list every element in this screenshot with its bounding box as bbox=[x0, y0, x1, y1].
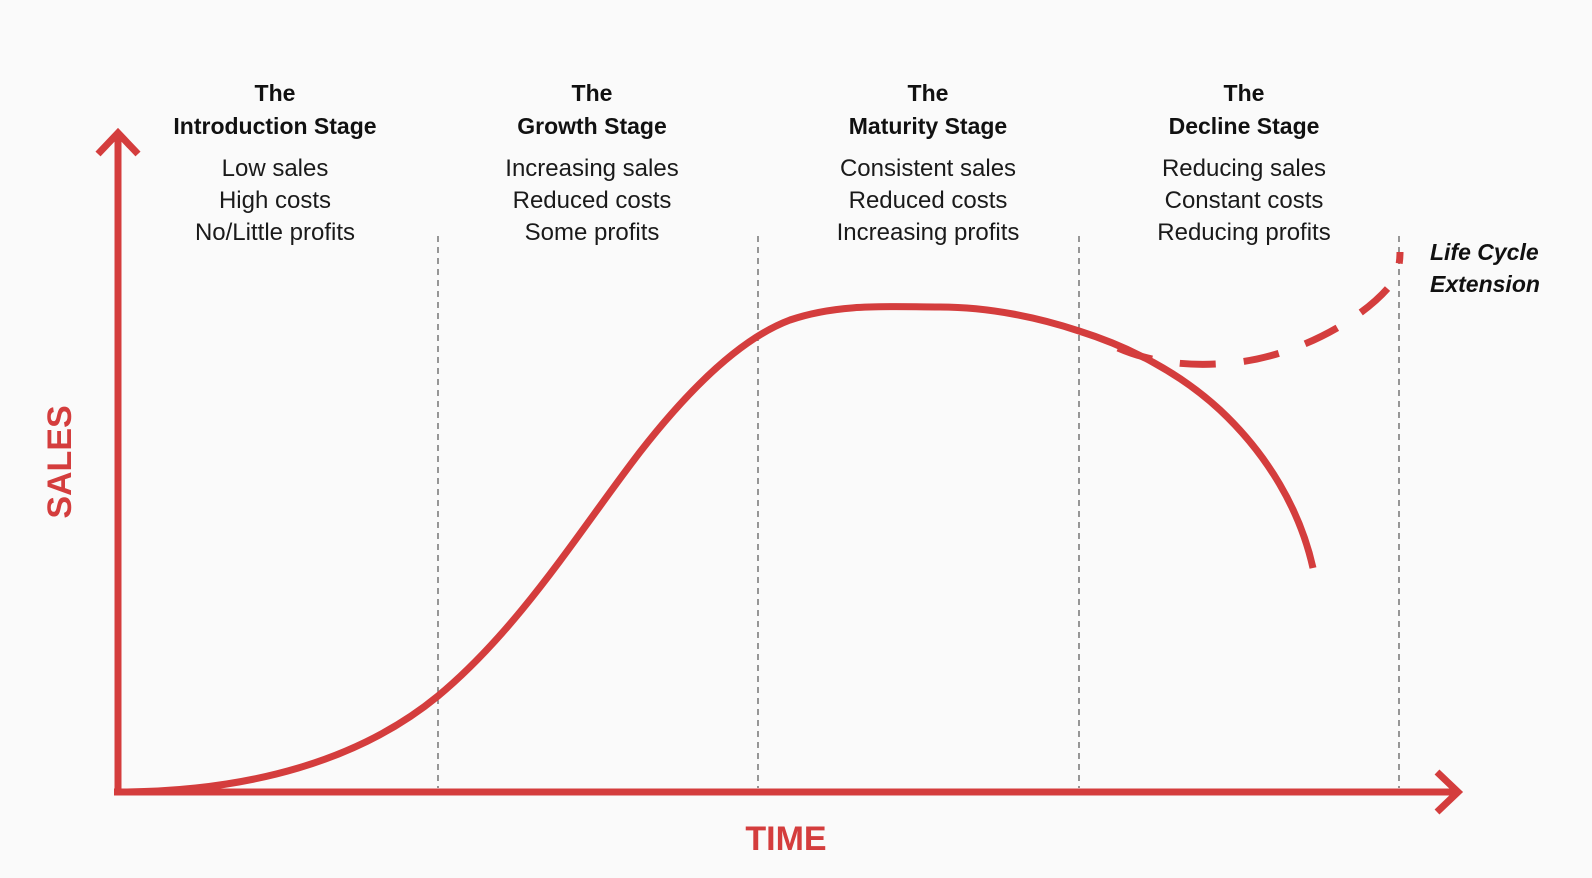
stage-title: Maturity Stage bbox=[849, 113, 1007, 139]
x-axis-arrowhead bbox=[1434, 769, 1464, 815]
stage-profits-text: Some profits bbox=[525, 219, 660, 246]
stage-introduction: The Introduction Stage Low sales High co… bbox=[173, 80, 376, 246]
stage-costs-text: Reduced costs bbox=[849, 187, 1008, 214]
stage-title-prefix: The bbox=[1224, 80, 1265, 106]
stage-profits-text: Increasing profits bbox=[837, 219, 1020, 246]
x-axis-label: TIME bbox=[745, 820, 826, 858]
stage-title-prefix: The bbox=[255, 80, 296, 106]
stage-decline: The Decline Stage Reducing sales Constan… bbox=[1157, 80, 1330, 246]
extension-label-line1: Life Cycle bbox=[1430, 239, 1539, 265]
stage-title: Growth Stage bbox=[517, 113, 667, 139]
stage-title: Introduction Stage bbox=[173, 113, 376, 139]
y-axis bbox=[95, 127, 141, 795]
stage-sales-text: Consistent sales bbox=[840, 155, 1016, 182]
stage-costs-text: Constant costs bbox=[1165, 187, 1324, 214]
life-cycle-extension-curve bbox=[1116, 251, 1404, 368]
stage-sales-text: Low sales bbox=[222, 155, 329, 182]
stage-profits-text: No/Little profits bbox=[195, 219, 355, 246]
stage-title-prefix: The bbox=[908, 80, 949, 106]
sales-curve bbox=[117, 303, 1317, 796]
stage-sales-text: Reducing sales bbox=[1162, 155, 1326, 182]
stage-dividers bbox=[437, 236, 1400, 788]
extension-label-line2: Extension bbox=[1430, 271, 1540, 297]
life-cycle-extension-label: Life Cycle Extension bbox=[1430, 239, 1540, 297]
x-axis bbox=[114, 769, 1464, 815]
stage-profits-text: Reducing profits bbox=[1157, 219, 1330, 246]
y-axis-label: SALES bbox=[41, 405, 79, 518]
stage-costs-text: High costs bbox=[219, 187, 331, 214]
stage-title: Decline Stage bbox=[1169, 113, 1320, 139]
stage-costs-text: Reduced costs bbox=[513, 187, 672, 214]
stage-title-prefix: The bbox=[572, 80, 613, 106]
stage-maturity: The Maturity Stage Consistent sales Redu… bbox=[837, 80, 1020, 246]
stage-sales-text: Increasing sales bbox=[505, 155, 678, 182]
stage-growth: The Growth Stage Increasing sales Reduce… bbox=[505, 80, 678, 246]
y-axis-arrowhead bbox=[95, 127, 141, 157]
